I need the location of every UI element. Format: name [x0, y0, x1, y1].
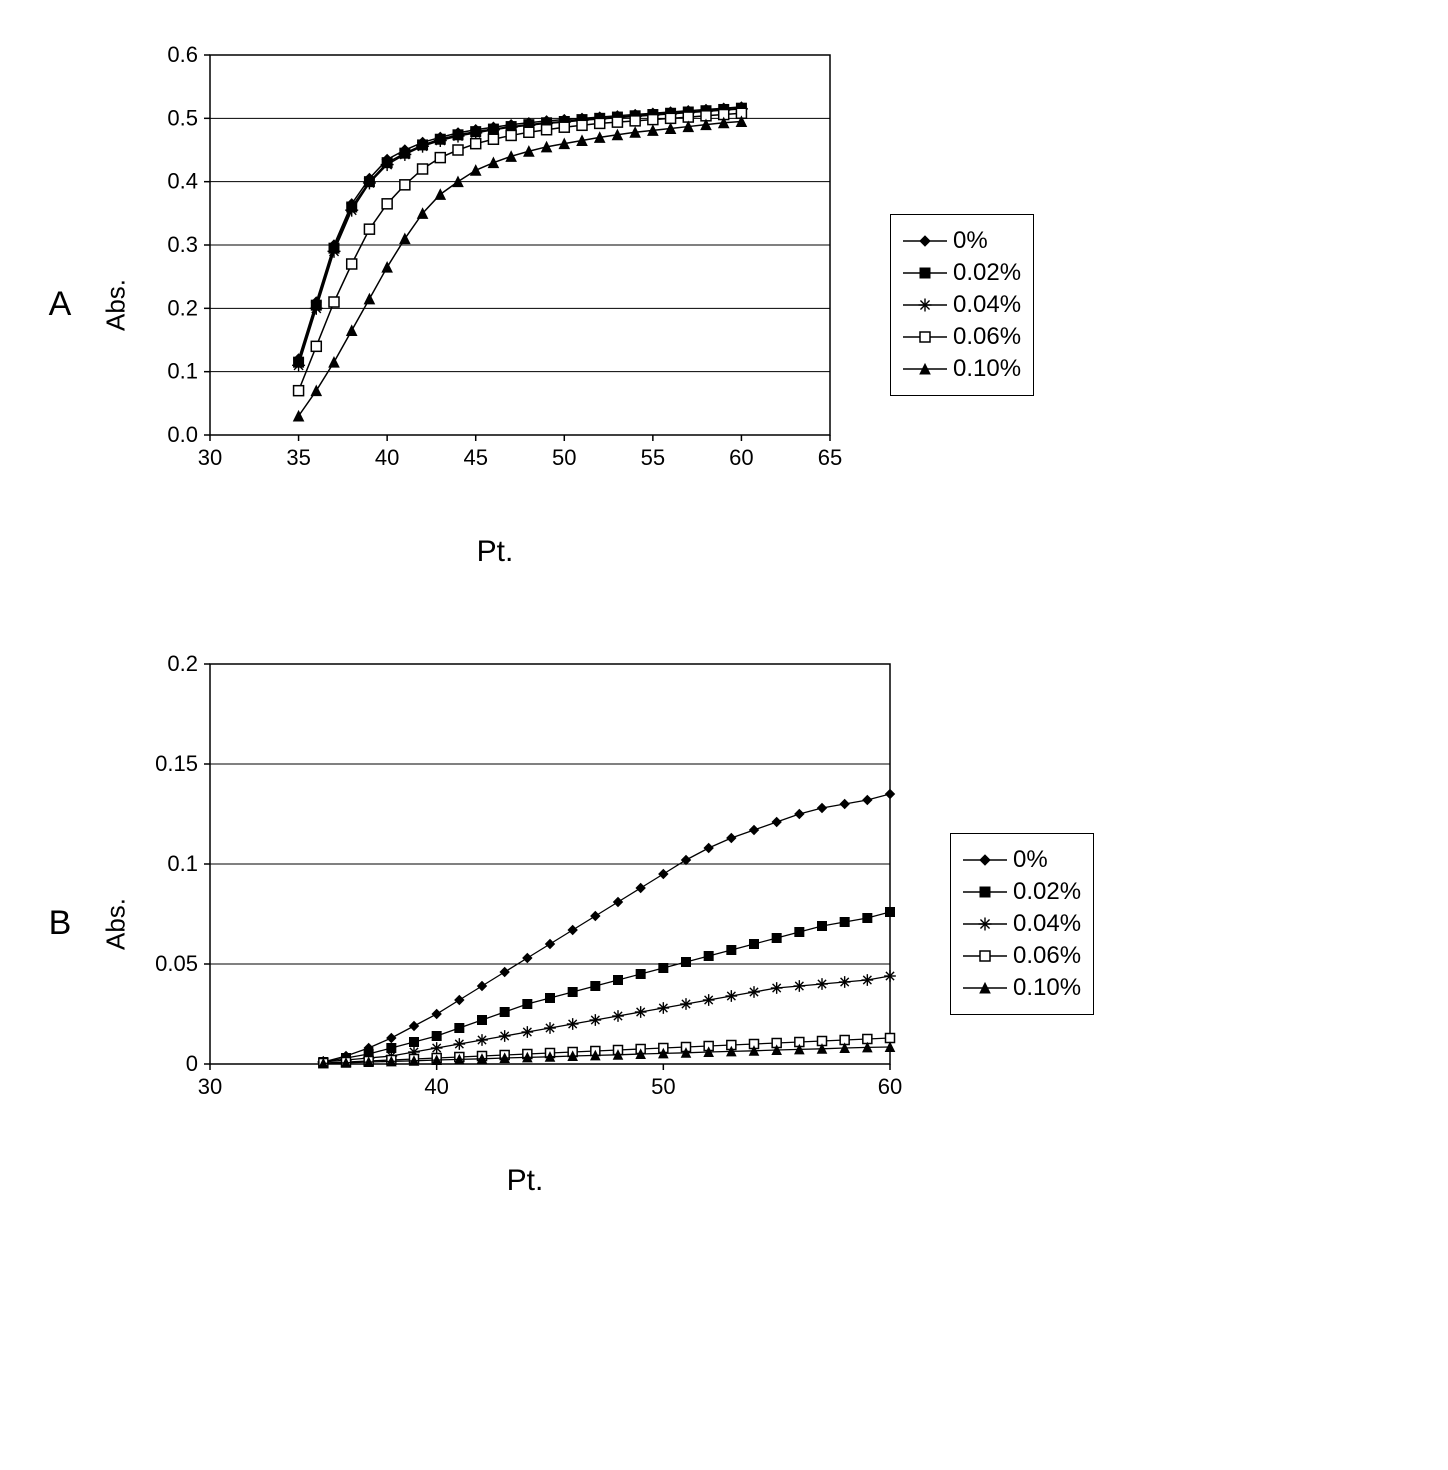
svg-text:0.1: 0.1 — [167, 851, 198, 876]
panel-b-chart: Abs. 00.050.10.150.230405060 Pt. — [140, 649, 910, 1198]
legend-marker-icon — [963, 948, 1007, 964]
legend-label: 0.04% — [1013, 910, 1081, 938]
panel-a-ylabel: Abs. — [101, 278, 132, 330]
panel-a-label: A — [40, 285, 80, 324]
legend-marker-icon — [903, 297, 947, 313]
legend-marker-icon — [903, 329, 947, 345]
legend-marker-icon — [963, 916, 1007, 932]
legend-row: 0% — [903, 227, 1021, 255]
svg-text:30: 30 — [198, 445, 222, 470]
panel-b-label: B — [40, 904, 80, 943]
svg-text:60: 60 — [878, 1074, 902, 1099]
svg-text:60: 60 — [729, 445, 753, 470]
svg-text:0.15: 0.15 — [155, 751, 198, 776]
panel-b-ylabel: Abs. — [101, 897, 132, 949]
panel-a: A Abs. 0.0 0.1 0.2 0.3 0.4 0.5 0.6 30 35 40 45 50 55… — [40, 40, 1408, 569]
svg-text:40: 40 — [424, 1074, 448, 1099]
legend-row: 0.06% — [963, 942, 1081, 970]
svg-text:35: 35 — [286, 445, 310, 470]
legend-label: 0.06% — [953, 323, 1021, 351]
svg-text:0.6: 0.6 — [167, 42, 198, 67]
legend-label: 0.02% — [953, 259, 1021, 287]
legend-label: 0.04% — [953, 291, 1021, 319]
svg-text:30: 30 — [198, 1074, 222, 1099]
legend-marker-icon — [963, 884, 1007, 900]
panel-b-svg: 0 0.05 0.1 0.15 0.2 30 40 50 60 — [140, 649, 910, 1114]
panel-a-svg: 0.0 0.1 0.2 0.3 0.4 0.5 0.6 30 35 40 45 50 55 60 65 — [140, 40, 850, 485]
legend-marker-icon — [903, 233, 947, 249]
legend-row: 0.10% — [963, 974, 1081, 1002]
svg-text:0.4: 0.4 — [167, 169, 198, 194]
svg-text:55: 55 — [641, 445, 665, 470]
svg-text:0.5: 0.5 — [167, 105, 198, 130]
svg-text:0.1: 0.1 — [167, 359, 198, 384]
legend-row: 0.02% — [903, 259, 1021, 287]
legend-row: 0.04% — [963, 910, 1081, 938]
svg-text:50: 50 — [552, 445, 576, 470]
svg-text:0.3: 0.3 — [167, 232, 198, 257]
panel-b-xlabel: Pt. — [140, 1164, 910, 1198]
legend-marker-icon — [903, 265, 947, 281]
legend-label: 0.10% — [953, 355, 1021, 383]
panel-a-chart: Abs. 0.00.10.20.30.40.50.630354045505560… — [140, 40, 850, 569]
legend-row: 0.02% — [963, 878, 1081, 906]
panel-a-xlabel: Pt. — [140, 535, 850, 569]
legend-marker-icon — [963, 852, 1007, 868]
legend-marker-icon — [903, 361, 947, 377]
panel-b-legend: 0% 0.02% 0.04% 0.06% 0.10% — [950, 833, 1094, 1015]
svg-text:0.2: 0.2 — [167, 651, 198, 676]
legend-row: 0% — [963, 846, 1081, 874]
legend-row: 0.06% — [903, 323, 1021, 351]
panel-a-legend: 0% 0.02% 0.04% 0.06% 0.10% — [890, 214, 1034, 396]
legend-row: 0.10% — [903, 355, 1021, 383]
legend-label: 0.10% — [1013, 974, 1081, 1002]
legend-marker-icon — [963, 980, 1007, 996]
legend-label: 0.06% — [1013, 942, 1081, 970]
legend-row: 0.04% — [903, 291, 1021, 319]
svg-text:50: 50 — [651, 1074, 675, 1099]
svg-text:0: 0 — [186, 1051, 198, 1076]
svg-text:0.2: 0.2 — [167, 295, 198, 320]
svg-text:0.0: 0.0 — [167, 422, 198, 447]
svg-text:40: 40 — [375, 445, 399, 470]
svg-text:45: 45 — [463, 445, 487, 470]
panel-b: B Abs. 0 0.05 0.1 0.15 0.2 30 40 50 60 Pt. 0% 0.0… — [40, 649, 1408, 1198]
legend-label: 0% — [953, 227, 988, 255]
legend-label: 0.02% — [1013, 878, 1081, 906]
legend-label: 0% — [1013, 846, 1048, 874]
svg-text:0.05: 0.05 — [155, 951, 198, 976]
svg-text:65: 65 — [818, 445, 842, 470]
